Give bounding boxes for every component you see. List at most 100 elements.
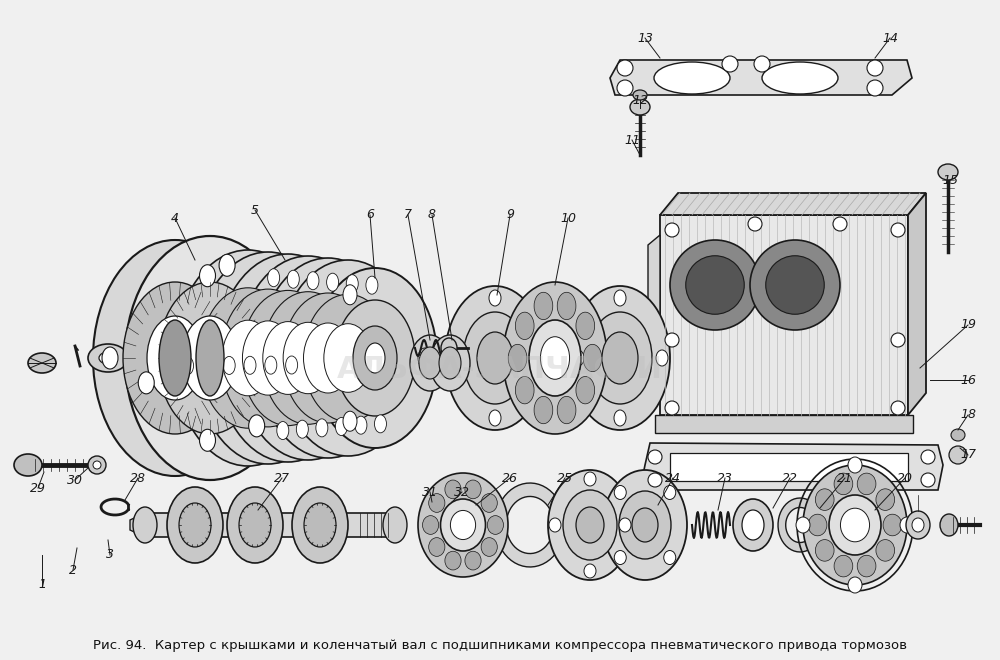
Ellipse shape — [891, 333, 905, 347]
Ellipse shape — [223, 356, 235, 374]
Ellipse shape — [249, 415, 265, 437]
Ellipse shape — [200, 265, 216, 286]
Ellipse shape — [602, 332, 638, 384]
Ellipse shape — [179, 503, 211, 547]
Polygon shape — [648, 235, 660, 395]
Text: 12: 12 — [632, 94, 648, 106]
Ellipse shape — [200, 288, 296, 428]
Polygon shape — [610, 60, 912, 95]
Ellipse shape — [429, 494, 445, 512]
Ellipse shape — [99, 352, 117, 364]
Ellipse shape — [686, 255, 744, 314]
Ellipse shape — [876, 540, 895, 561]
Ellipse shape — [891, 401, 905, 415]
Text: 32: 32 — [454, 486, 470, 498]
Ellipse shape — [833, 217, 847, 231]
Ellipse shape — [921, 450, 935, 464]
Text: 7: 7 — [404, 209, 412, 222]
Ellipse shape — [487, 515, 504, 535]
Ellipse shape — [167, 487, 223, 563]
Polygon shape — [908, 193, 926, 415]
Text: 5: 5 — [251, 203, 259, 216]
Ellipse shape — [125, 236, 295, 480]
Ellipse shape — [665, 223, 679, 237]
Ellipse shape — [648, 450, 662, 464]
Ellipse shape — [159, 320, 191, 396]
Ellipse shape — [503, 282, 607, 434]
Ellipse shape — [614, 486, 626, 500]
Ellipse shape — [93, 461, 101, 469]
Ellipse shape — [614, 550, 626, 564]
Bar — [145, 513, 395, 537]
Ellipse shape — [603, 470, 687, 580]
Ellipse shape — [445, 551, 461, 570]
Ellipse shape — [481, 494, 497, 512]
Ellipse shape — [529, 320, 581, 396]
Ellipse shape — [619, 491, 671, 559]
Ellipse shape — [664, 550, 676, 564]
Ellipse shape — [630, 99, 650, 115]
Ellipse shape — [548, 470, 632, 580]
Ellipse shape — [834, 473, 853, 495]
Ellipse shape — [196, 320, 224, 396]
Ellipse shape — [563, 490, 617, 560]
Ellipse shape — [202, 356, 214, 375]
Ellipse shape — [891, 223, 905, 237]
Ellipse shape — [303, 294, 393, 422]
Text: 9: 9 — [506, 209, 514, 222]
Ellipse shape — [557, 292, 576, 319]
Ellipse shape — [182, 356, 194, 375]
Bar — [670, 453, 908, 481]
Ellipse shape — [268, 269, 280, 286]
Ellipse shape — [900, 517, 914, 533]
Polygon shape — [660, 193, 926, 215]
Ellipse shape — [286, 356, 298, 374]
Ellipse shape — [283, 322, 333, 394]
Ellipse shape — [489, 290, 501, 306]
Ellipse shape — [951, 429, 965, 441]
Ellipse shape — [949, 446, 967, 464]
Text: 21: 21 — [837, 471, 853, 484]
Text: 18: 18 — [960, 409, 976, 422]
Text: Рис. 94.  Картер с крышками и коленчатый вал с подшипниками компрессора пневмати: Рис. 94. Картер с крышками и коленчатый … — [93, 638, 907, 651]
Ellipse shape — [335, 300, 415, 416]
Ellipse shape — [221, 289, 315, 427]
Ellipse shape — [576, 312, 595, 339]
Ellipse shape — [857, 473, 876, 495]
Ellipse shape — [762, 62, 838, 94]
Text: 22: 22 — [782, 471, 798, 484]
Ellipse shape — [279, 260, 417, 456]
Ellipse shape — [876, 489, 895, 510]
Text: 4: 4 — [171, 211, 179, 224]
Ellipse shape — [803, 465, 907, 585]
Ellipse shape — [531, 350, 543, 366]
Ellipse shape — [147, 316, 203, 400]
Ellipse shape — [815, 489, 834, 510]
Ellipse shape — [262, 292, 354, 424]
Ellipse shape — [429, 538, 445, 556]
Text: 17: 17 — [960, 449, 976, 461]
Ellipse shape — [410, 335, 450, 391]
Text: 8: 8 — [428, 209, 436, 222]
Ellipse shape — [304, 323, 352, 393]
Ellipse shape — [244, 356, 256, 374]
Ellipse shape — [445, 480, 461, 499]
Ellipse shape — [277, 422, 289, 440]
Text: 10: 10 — [560, 211, 576, 224]
Ellipse shape — [940, 514, 958, 536]
Ellipse shape — [440, 499, 486, 551]
Ellipse shape — [343, 411, 357, 431]
Ellipse shape — [200, 429, 216, 451]
Ellipse shape — [829, 495, 881, 555]
Text: 20: 20 — [897, 471, 913, 484]
Ellipse shape — [383, 507, 407, 543]
Ellipse shape — [327, 273, 339, 291]
Ellipse shape — [292, 487, 348, 563]
Ellipse shape — [766, 255, 824, 314]
Text: 25: 25 — [557, 471, 573, 484]
Ellipse shape — [534, 397, 553, 424]
Ellipse shape — [242, 321, 294, 395]
Ellipse shape — [158, 282, 262, 434]
Ellipse shape — [28, 353, 56, 373]
Ellipse shape — [123, 282, 227, 434]
